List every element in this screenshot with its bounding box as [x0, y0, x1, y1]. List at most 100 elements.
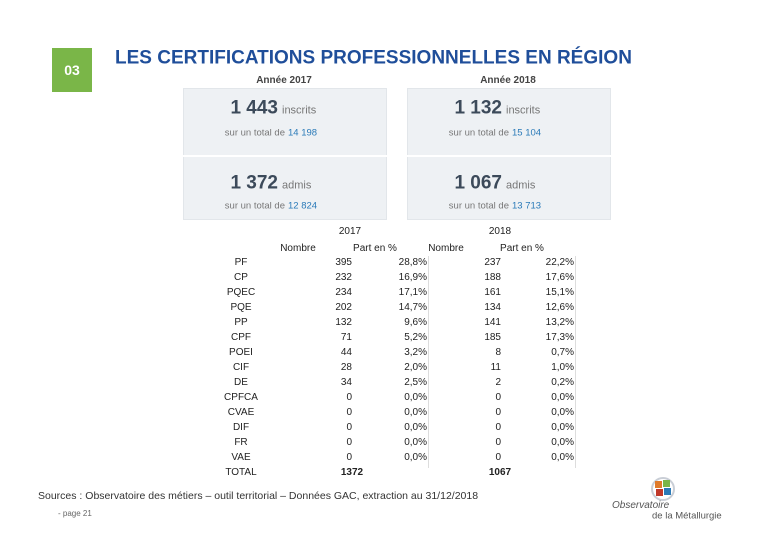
kpi-unit: inscrits [506, 104, 541, 117]
cell: 2,0% [404, 362, 427, 373]
row-label: CVAE [227, 407, 255, 418]
cell: 44 [340, 347, 352, 358]
panel [183, 88, 387, 220]
cell: 28,8% [398, 257, 427, 268]
cell: 0 [346, 452, 352, 463]
kpi-total-prefix: sur un total de [224, 127, 285, 139]
section-number: 03 [64, 62, 80, 78]
kpi-total: 14 198 [288, 127, 318, 139]
cell: 2 [495, 377, 501, 388]
cell: 15,1% [545, 287, 574, 298]
kpi-value: 1 132 [454, 97, 502, 119]
section-badge [52, 48, 92, 92]
cell: 0 [495, 452, 501, 463]
logo-square [664, 488, 671, 495]
cell: 0,7% [551, 347, 574, 358]
panel-divider [183, 155, 387, 157]
cell: 161 [484, 287, 501, 298]
cell: 13,2% [545, 317, 574, 328]
row-label: PQEC [226, 287, 256, 298]
cell: 0,2% [551, 377, 574, 388]
cell: 237 [484, 257, 501, 268]
logo-text: Observatoire [612, 500, 670, 511]
cell: 34 [340, 377, 352, 388]
cell: 0 [495, 407, 501, 418]
cell: 0,0% [404, 437, 427, 448]
column-header: Nombre [428, 243, 464, 254]
column-rule [575, 256, 576, 468]
cell: 8 [495, 347, 501, 358]
row-label: CPF [231, 332, 251, 343]
panel-year: Année 2018 [480, 75, 536, 86]
cell: 0 [346, 407, 352, 418]
logo-ring [651, 477, 675, 501]
logo-icon [651, 477, 675, 501]
row-label: POEI [229, 347, 253, 358]
kpi-value: 1 067 [454, 172, 502, 194]
cell: 132 [335, 317, 352, 328]
cell: 0,0% [551, 422, 574, 433]
cell: 0 [346, 437, 352, 448]
row-label: CP [234, 272, 248, 283]
row-label: DE [234, 377, 248, 388]
cell: 17,1% [398, 287, 427, 298]
cell: 12,6% [545, 302, 574, 313]
column-header: Part en % [353, 243, 397, 254]
column-header: Part en % [500, 243, 544, 254]
cell: 0,0% [551, 452, 574, 463]
cell: 2,5% [404, 377, 427, 388]
kpi-total-prefix: sur un total de [224, 200, 285, 212]
year-header: 2018 [488, 226, 512, 237]
total-value: 1067 [488, 467, 512, 478]
cell: 0,0% [404, 392, 427, 403]
cell: 5,2% [404, 332, 427, 343]
kpi-unit: admis [506, 179, 536, 192]
logo-square [663, 480, 670, 487]
logo-square [655, 481, 662, 488]
cell: 14,7% [398, 302, 427, 313]
cell: 395 [335, 257, 352, 268]
row-label: PF [234, 257, 248, 268]
kpi-value: 1 372 [230, 172, 278, 194]
kpi-unit: inscrits [282, 104, 317, 117]
cell: 0,0% [551, 392, 574, 403]
column-rule [428, 256, 429, 468]
column-header: Nombre [280, 243, 316, 254]
cell: 17,6% [545, 272, 574, 283]
cell: 3,2% [404, 347, 427, 358]
page-number: - page 21 [58, 509, 92, 518]
row-label: CPFCA [224, 392, 258, 403]
kpi-total: 15 104 [512, 127, 542, 139]
panel-divider [407, 155, 611, 157]
row-label: DIF [232, 422, 250, 433]
cell: 234 [335, 287, 352, 298]
cell: 0,0% [404, 407, 427, 418]
row-label: PP [234, 317, 248, 328]
logo-text: de la Métallurgie [652, 510, 722, 522]
cell: 0 [495, 422, 501, 433]
row-label: FR [234, 437, 248, 448]
year-header: 2017 [338, 226, 362, 237]
row-label: CIF [232, 362, 250, 373]
kpi-total-prefix: sur un total de [448, 127, 509, 139]
kpi-value: 1 443 [230, 97, 278, 119]
cell: 0 [495, 392, 501, 403]
panel-year: Année 2017 [256, 75, 312, 86]
cell: 232 [335, 272, 352, 283]
panel [407, 88, 611, 220]
kpi-total: 12 824 [288, 200, 318, 212]
row-label: VAE [231, 452, 251, 463]
cell: 188 [484, 272, 501, 283]
cell: 9,6% [404, 317, 427, 328]
logo-square [656, 489, 663, 496]
source-note: Sources : Observatoire des métiers – out… [38, 489, 479, 502]
cell: 0,0% [551, 407, 574, 418]
cell: 0,0% [404, 452, 427, 463]
page-title: LES CERTIFICATIONS PROFESSIONNELLES EN R… [115, 47, 632, 69]
cell: 28 [340, 362, 352, 373]
row-label: PQE [230, 302, 252, 313]
cell: 16,9% [398, 272, 427, 283]
cell: 141 [484, 317, 501, 328]
cell: 11 [490, 362, 501, 373]
